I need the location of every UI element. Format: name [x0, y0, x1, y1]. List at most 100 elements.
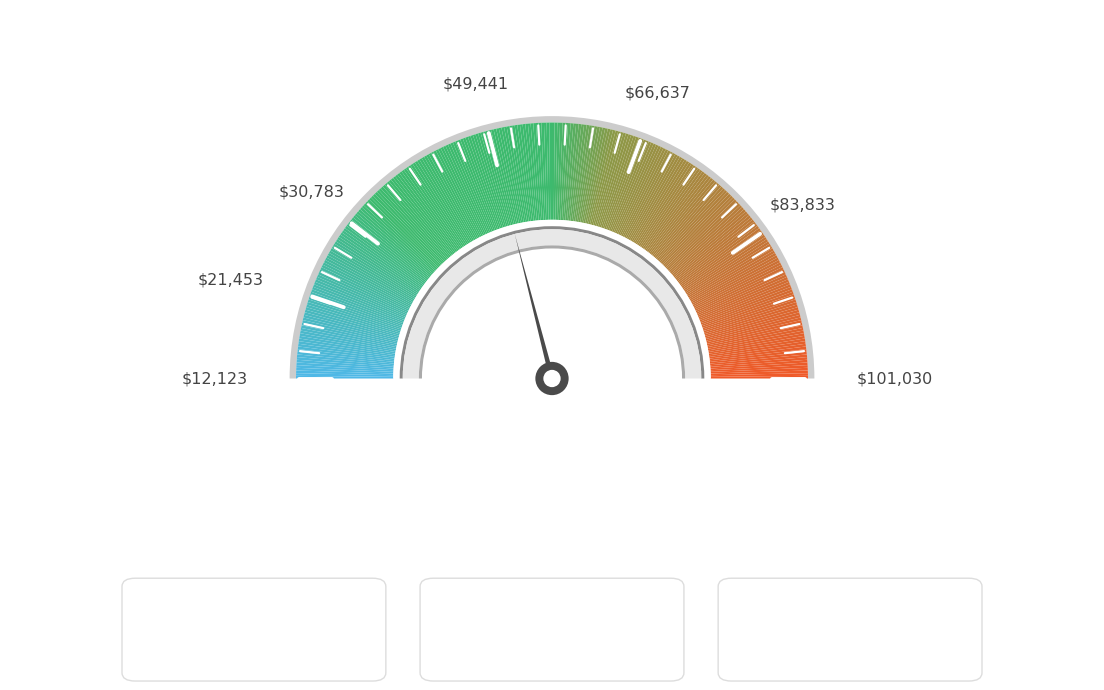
Wedge shape: [572, 124, 586, 221]
Wedge shape: [400, 226, 704, 379]
Wedge shape: [647, 173, 707, 252]
Wedge shape: [585, 128, 608, 224]
Wedge shape: [619, 147, 664, 235]
Wedge shape: [583, 128, 605, 224]
Wedge shape: [627, 153, 676, 239]
Wedge shape: [314, 282, 405, 320]
Wedge shape: [484, 131, 511, 226]
Wedge shape: [550, 123, 552, 220]
Wedge shape: [649, 176, 711, 254]
Wedge shape: [321, 265, 410, 309]
Wedge shape: [611, 141, 649, 232]
Wedge shape: [465, 137, 500, 229]
Wedge shape: [690, 250, 775, 301]
Wedge shape: [297, 357, 394, 367]
Wedge shape: [296, 362, 394, 371]
Wedge shape: [609, 139, 646, 231]
Wedge shape: [418, 246, 686, 379]
Wedge shape: [422, 157, 473, 242]
Wedge shape: [333, 244, 417, 296]
Wedge shape: [317, 275, 407, 315]
Wedge shape: [316, 277, 406, 317]
Wedge shape: [296, 368, 393, 373]
Wedge shape: [571, 124, 584, 221]
Wedge shape: [386, 181, 450, 257]
Wedge shape: [308, 297, 402, 329]
Circle shape: [543, 370, 561, 387]
Wedge shape: [633, 158, 684, 243]
Wedge shape: [319, 270, 408, 313]
Wedge shape: [700, 287, 792, 323]
Wedge shape: [666, 199, 736, 268]
Wedge shape: [709, 339, 805, 355]
Wedge shape: [636, 161, 689, 244]
Wedge shape: [709, 341, 806, 357]
Wedge shape: [564, 124, 573, 220]
Wedge shape: [322, 262, 411, 308]
Wedge shape: [328, 253, 414, 302]
Wedge shape: [453, 141, 492, 233]
Wedge shape: [606, 137, 641, 230]
Wedge shape: [576, 126, 595, 222]
Wedge shape: [531, 124, 540, 220]
Wedge shape: [301, 323, 397, 346]
Wedge shape: [710, 359, 807, 368]
Wedge shape: [522, 124, 535, 221]
Wedge shape: [565, 124, 576, 221]
Wedge shape: [692, 260, 781, 306]
Wedge shape: [701, 292, 794, 326]
Wedge shape: [601, 135, 634, 228]
Wedge shape: [448, 144, 489, 233]
Wedge shape: [443, 146, 486, 235]
Circle shape: [535, 362, 569, 395]
Wedge shape: [707, 323, 803, 346]
Wedge shape: [704, 304, 798, 334]
Wedge shape: [667, 201, 739, 270]
Wedge shape: [296, 365, 393, 372]
Wedge shape: [393, 176, 455, 254]
Wedge shape: [514, 125, 530, 221]
Wedge shape: [616, 145, 659, 234]
Wedge shape: [582, 127, 603, 223]
Wedge shape: [296, 373, 393, 377]
Wedge shape: [304, 313, 399, 339]
Wedge shape: [323, 260, 412, 306]
Wedge shape: [677, 219, 754, 282]
Wedge shape: [552, 123, 554, 220]
Wedge shape: [296, 376, 393, 379]
Wedge shape: [654, 181, 718, 257]
Wedge shape: [436, 149, 481, 237]
Text: Min Cost: Min Cost: [174, 611, 259, 626]
Text: $21,453: $21,453: [198, 273, 264, 288]
Wedge shape: [476, 133, 506, 227]
Wedge shape: [711, 373, 808, 377]
Wedge shape: [678, 221, 756, 282]
Wedge shape: [688, 246, 773, 297]
Wedge shape: [580, 126, 599, 223]
Wedge shape: [696, 270, 785, 313]
Wedge shape: [669, 205, 742, 273]
Wedge shape: [307, 302, 401, 333]
Wedge shape: [622, 148, 666, 237]
Wedge shape: [697, 272, 786, 314]
Wedge shape: [375, 192, 444, 264]
Wedge shape: [420, 158, 471, 243]
Wedge shape: [312, 287, 404, 323]
Wedge shape: [330, 248, 415, 299]
Wedge shape: [709, 336, 805, 354]
Wedge shape: [641, 167, 698, 248]
Wedge shape: [662, 194, 731, 265]
Wedge shape: [298, 346, 394, 360]
Wedge shape: [478, 132, 508, 226]
Wedge shape: [468, 136, 501, 228]
Wedge shape: [395, 175, 456, 253]
Wedge shape: [637, 162, 691, 246]
Wedge shape: [298, 344, 395, 359]
Wedge shape: [618, 146, 661, 235]
Wedge shape: [507, 126, 526, 222]
Wedge shape: [299, 336, 395, 354]
Wedge shape: [488, 130, 514, 225]
Wedge shape: [703, 302, 797, 333]
Wedge shape: [450, 143, 490, 233]
Wedge shape: [595, 132, 624, 226]
